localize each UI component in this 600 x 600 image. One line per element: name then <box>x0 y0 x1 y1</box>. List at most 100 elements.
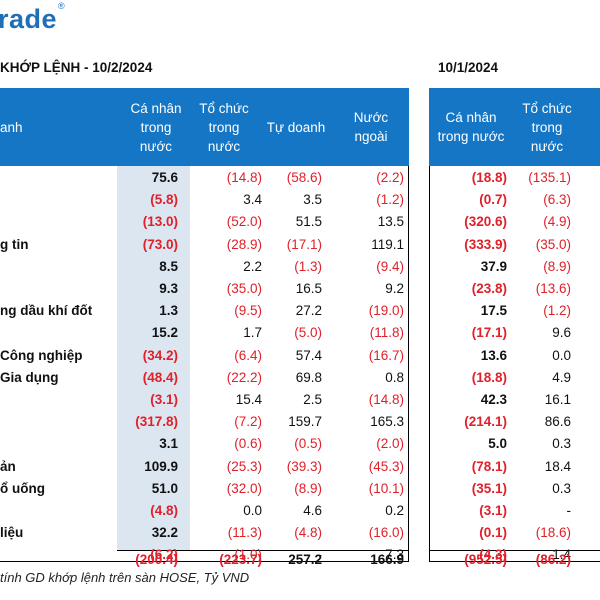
value-cell: 9.3 <box>159 281 178 296</box>
value-cell: (333.9) <box>464 236 507 252</box>
value-cell: 51.5 <box>295 214 322 230</box>
value-cell: 3.4 <box>243 192 262 208</box>
value-cell: 119.1 <box>371 236 404 252</box>
value-cell: 18.4 <box>544 458 571 474</box>
value-cell: (3.1) <box>479 503 507 518</box>
value-cell: (14.8) <box>226 170 262 185</box>
value-cell: (4.8) <box>294 525 322 541</box>
table-row: liệu 32.2 (11.3) (4.8) (16.0) (0.1) (18.6) <box>0 522 600 544</box>
value-cell: 27.2 <box>295 303 322 319</box>
right-table-header: Cá nhân trong nước Tổ chức trong nước <box>429 88 600 166</box>
table-row: 8.5 2.2 (1.3) (9.4) 37.9 (8.9) <box>0 256 600 278</box>
left-table-title: KHỚP LỆNH - 10/2/2024 <box>0 60 153 75</box>
value-cell: (35.0) <box>535 236 571 252</box>
sector-label: Gia dụng <box>0 369 59 385</box>
value-cell: 0.0 <box>243 503 262 518</box>
value-cell: (18.6) <box>535 525 571 541</box>
header-extra-prev <box>581 88 600 166</box>
value-cell: (4.8) <box>150 503 178 518</box>
left-table-frame <box>0 166 409 562</box>
table-row: 15.2 1.7 (5.0) (11.8) (17.1) 9.6 <box>0 322 600 344</box>
value-cell: (3.1) <box>150 392 178 407</box>
value-cell: 165.3 <box>370 414 404 430</box>
value-cell: (8.9) <box>294 480 322 496</box>
table-row: Gia dụng (48.4) (22.2) 69.8 0.8 (18.8) 4.9 <box>0 367 600 389</box>
table-row: ổ uống 51.0 (32.0) (8.9) (10.1) (35.1) 0.3 <box>0 478 600 500</box>
footnote: tính GD khớp lệnh trên sàn HOSE, Tỷ VND <box>0 570 250 585</box>
value-cell: 17.5 <box>480 303 507 319</box>
total-row: (200.4) (223.7) 257.2 166.9 (952.5) (86.2) <box>0 549 600 571</box>
value-cell: (18.8) <box>471 170 507 185</box>
value-cell: (19.0) <box>368 303 404 319</box>
header-individual-domestic: Cá nhân trong nước <box>130 100 182 154</box>
value-cell: (6.4) <box>234 347 262 363</box>
value-cell: 16.1 <box>544 392 571 407</box>
value-cell: (6.3) <box>543 192 571 208</box>
left-table-header: anh Cá nhân trong nước Tổ chức trong nước Tự… <box>0 88 409 166</box>
header-individual-domestic-prev: Cá nhân trong nước <box>437 110 505 144</box>
value-cell: 4.9 <box>552 369 571 385</box>
value-cell: (22.2) <box>226 369 262 385</box>
header-institution-domestic-prev: Tổ chức trong nước <box>522 100 572 154</box>
value-cell: 15.4 <box>235 392 262 407</box>
value-cell: (11.8) <box>369 325 404 341</box>
sector-label: g tin <box>0 236 29 252</box>
right-table-title: 10/1/2024 <box>438 60 499 75</box>
value-cell: (1.3) <box>294 258 322 274</box>
header-foreign: Nước ngoài <box>353 110 389 144</box>
value-cell: 257.2 <box>288 552 322 567</box>
value-cell: 57.4 <box>295 347 322 363</box>
value-cell: (18.8) <box>471 369 507 385</box>
table-row: (4.8) 0.0 4.6 0.2 (3.1) - <box>0 500 600 522</box>
value-cell: 15.2 <box>151 325 178 341</box>
value-cell: 109.9 <box>144 458 178 474</box>
sector-column-header: anh <box>0 119 23 135</box>
value-cell: (9.5) <box>234 303 262 319</box>
value-cell: 51.0 <box>151 480 178 496</box>
table-row: ng dầu khí đốt 1.3 (9.5) 27.2 (19.0) 17.5 (1.2… <box>0 300 600 322</box>
value-cell: (23.8) <box>471 281 507 296</box>
value-cell: 42.3 <box>480 392 507 407</box>
total-separator-right <box>429 550 600 551</box>
value-cell: (0.6) <box>234 436 262 452</box>
value-cell: 0.0 <box>552 347 571 363</box>
value-cell: (0.1) <box>479 525 507 541</box>
header-proprietary: Tự doanh <box>266 119 326 135</box>
table-row: 9.3 (35.0) 16.5 9.2 (23.8) (13.6) <box>0 278 600 300</box>
sector-label: liệu <box>0 525 24 541</box>
value-cell: 37.9 <box>480 258 507 274</box>
value-cell: 9.2 <box>385 281 404 296</box>
table-row: g tin (73.0) (28.9) (17.1) 119.1 (333.9) (35.0… <box>0 234 600 256</box>
value-cell: (73.0) <box>142 236 178 252</box>
value-cell: (78.1) <box>471 458 507 474</box>
value-cell: 86.6 <box>544 414 571 430</box>
value-cell: (86.2) <box>535 552 571 567</box>
sector-label: Công nghiệp <box>0 347 83 363</box>
value-cell: (5.8) <box>150 192 178 208</box>
sector-label: ổ uống <box>0 480 45 496</box>
value-cell: 75.6 <box>151 170 178 185</box>
value-cell: 3.5 <box>303 192 322 208</box>
individual-column-highlight <box>117 166 190 551</box>
value-cell: (1.2) <box>376 192 404 208</box>
value-cell: 3.1 <box>159 436 178 452</box>
value-cell: 159.7 <box>288 414 322 430</box>
value-cell: - <box>566 503 572 518</box>
sector-label: ản <box>0 458 16 474</box>
value-cell: 166.9 <box>370 552 404 567</box>
value-cell: 4.6 <box>303 503 322 518</box>
value-cell: (45.3) <box>368 458 404 474</box>
table-row: (13.0) (52.0) 51.5 13.5 (320.6) (4.9) <box>0 211 600 233</box>
value-cell: 7.3 <box>385 547 404 563</box>
value-cell: (17.1) <box>286 236 322 252</box>
value-cell: (25.3) <box>226 458 262 474</box>
right-table-frame <box>429 166 600 562</box>
value-cell: (35.1) <box>471 480 507 496</box>
table-row: Công nghiệp (34.2) (6.4) 57.4 (16.7) 13.6 0.0 <box>0 345 600 367</box>
value-cell: (200.4) <box>135 552 178 567</box>
value-cell: (48.4) <box>142 369 178 385</box>
value-cell: (13.0) <box>142 214 178 230</box>
value-cell: (14.8) <box>368 392 404 407</box>
value-cell: (28.9) <box>226 236 262 252</box>
value-cell: 8.5 <box>159 258 178 274</box>
